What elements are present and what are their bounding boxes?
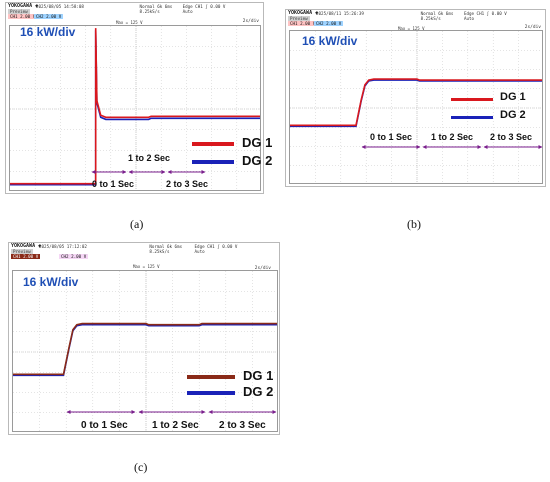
time-per-div: 2s/div	[242, 19, 259, 24]
waveform-plot	[290, 31, 542, 183]
trigger-mode: Auto	[182, 9, 193, 14]
series-line-dg2	[13, 323, 277, 377]
segment-label-2: 2 to 3 Sec	[219, 420, 266, 431]
max-readout: Max = 125 V	[398, 26, 425, 31]
ch1-tag: CH1 2.00 V	[8, 14, 38, 19]
ch1-tag: CH1 2.00 V	[288, 21, 318, 26]
legend-line-dg2	[451, 116, 493, 119]
legend-line-dg2	[187, 391, 235, 395]
segment-label-0: 0 to 1 Sec	[92, 179, 135, 189]
plot-area	[12, 270, 278, 432]
scale-label: 16 kW/div	[302, 34, 358, 48]
sample-mode: Normal 6k 6ms	[149, 244, 183, 249]
series-line-dg1	[290, 78, 542, 127]
scope-header: YOKOGAWA ◆ 2025/08/05 14:58:08 Normal 6k…	[8, 4, 261, 24]
caption-a: (a)	[130, 217, 144, 231]
legend-label-dg1: DG 1	[500, 91, 526, 103]
max-readout: Max = 125 V	[116, 20, 143, 25]
oscilloscope-b: YOKOGAWA ◆ 2025/08/11 15:26:39 Normal 6k…	[285, 9, 546, 187]
trigger-setting: Edge CH1 ∫ 0.00 V	[182, 4, 226, 9]
sample-rate: 8.25kS/s	[139, 9, 160, 14]
series-line-dg1	[10, 28, 260, 185]
trigger-mode: Auto	[463, 16, 475, 21]
brand-logo: YOKOGAWA ◆	[11, 243, 42, 249]
timestamp: 2025/08/05 14:58:08	[36, 4, 84, 9]
legend-line-dg1	[187, 375, 235, 379]
scale-label: 16 kW/div	[20, 25, 76, 39]
segment-label-0: 0 to 1 Sec	[370, 132, 413, 142]
ch1-tag: CH1 2.00 V	[11, 254, 41, 259]
trigger-mode: Auto	[194, 249, 205, 254]
preview-tag: Preview	[288, 16, 310, 21]
plot-area	[289, 30, 543, 184]
ch2-tag: CH2 2.00 V	[34, 14, 64, 19]
preview-tag: Preview	[8, 9, 30, 14]
brand-logo: YOKOGAWA ◆	[8, 3, 39, 9]
trigger-setting: Edge CH1 ∫ 0.00 V	[463, 11, 507, 16]
time-per-div: 2s/div	[524, 25, 541, 30]
time-per-div: 2s/div	[254, 266, 271, 271]
legend-line-dg1	[451, 98, 493, 101]
timestamp: 2025/08/11 15:26:39	[316, 11, 364, 16]
segment-label-2: 2 to 3 Sec	[490, 132, 533, 142]
segment-label-1: 1 to 2 Sec	[128, 153, 171, 163]
scope-header: YOKOGAWA ◆ 2025/08/11 15:26:39 Normal 6k…	[288, 11, 543, 31]
legend-label-dg2: DG 2	[243, 384, 274, 399]
oscilloscope-a: YOKOGAWA ◆ 2025/08/05 14:58:08 Normal 6k…	[5, 2, 272, 194]
timestamp: 2025/08/05 17:12:02	[39, 244, 87, 249]
scale-label: 16 kW/div	[23, 275, 79, 289]
sample-rate: 8.25kS/s	[149, 249, 170, 254]
caption-b: (b)	[407, 217, 421, 231]
sample-rate: 8.25kS/s	[420, 16, 441, 21]
legend-label-dg2: DG 2	[500, 109, 526, 121]
legend-label-dg1: DG 1	[243, 368, 274, 383]
waveform-plot	[13, 271, 277, 431]
segment-label-1: 1 to 2 Sec	[152, 420, 199, 431]
trigger-setting: Edge CH1 ∫ 0.00 V	[194, 244, 238, 249]
waveform-plot	[10, 26, 260, 190]
segment-label-1: 1 to 2 Sec	[431, 132, 474, 142]
plot-area	[9, 25, 261, 191]
caption-c: (c)	[134, 460, 148, 474]
legend-label-dg2: DG 2	[242, 153, 273, 168]
legend-label-dg1: DG 1	[242, 135, 273, 150]
brand-logo: YOKOGAWA ◆	[288, 10, 319, 16]
scope-header: YOKOGAWA ◆ 2025/08/05 17:12:02 Normal 6k…	[11, 244, 277, 264]
ch2-tag: CH2 2.00 V	[314, 21, 344, 26]
sample-mode: Normal 6k 6ms	[420, 11, 454, 16]
legend-line-dg1	[192, 142, 234, 146]
oscilloscope-c: YOKOGAWA ◆ 2025/08/05 17:12:02 Normal 6k…	[8, 242, 280, 435]
segment-label-2: 2 to 3 Sec	[166, 179, 209, 189]
legend-line-dg2	[192, 160, 234, 164]
preview-tag: Preview	[11, 249, 33, 254]
ch2-tag: CH2 2.00 V	[59, 254, 89, 259]
sample-mode: Normal 6k 6ms	[139, 4, 173, 9]
max-readout: Max = 125 V	[133, 264, 160, 269]
series-line-dg1	[13, 322, 277, 376]
segment-label-0: 0 to 1 Sec	[81, 420, 128, 431]
